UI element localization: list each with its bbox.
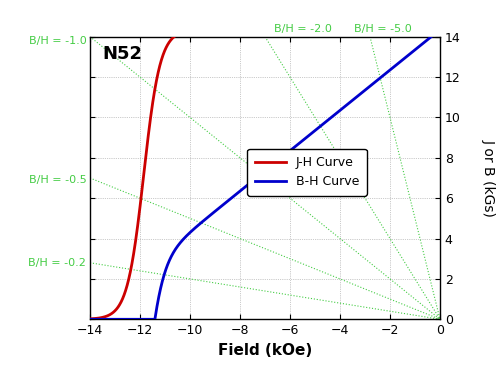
Text: N52: N52 <box>102 45 142 63</box>
B-H Curve <box>87 317 93 321</box>
J-H Curve <box>148 115 154 119</box>
J-H Curve <box>127 272 133 276</box>
Text: B/H = -0.2: B/H = -0.2 <box>28 258 86 268</box>
Text: B/H = -5.0: B/H = -5.0 <box>354 24 412 34</box>
B-H Curve <box>236 189 242 194</box>
Text: B/H = -0.5: B/H = -0.5 <box>28 175 86 185</box>
B-H Curve <box>127 317 133 321</box>
B-H Curve <box>148 317 154 321</box>
Text: B/H = -2.0: B/H = -2.0 <box>274 24 332 34</box>
X-axis label: Field (kOe): Field (kOe) <box>218 343 312 358</box>
J-H Curve <box>392 28 398 32</box>
Line: B-H Curve: B-H Curve <box>90 30 440 319</box>
J-H Curve <box>430 28 436 32</box>
B-H Curve <box>221 202 227 206</box>
J-H Curve <box>221 28 227 32</box>
B-H Curve <box>430 33 436 37</box>
Text: B/H = -1.0: B/H = -1.0 <box>28 36 86 46</box>
B-H Curve <box>437 28 443 32</box>
J-H Curve <box>236 28 242 32</box>
J-H Curve <box>87 317 93 321</box>
Line: J-H Curve: J-H Curve <box>90 30 440 319</box>
Legend: J-H Curve, B-H Curve: J-H Curve, B-H Curve <box>247 149 367 196</box>
J-H Curve <box>434 28 440 32</box>
B-H Curve <box>392 63 398 68</box>
J-H Curve <box>437 28 443 32</box>
Y-axis label: J or B (kGs): J or B (kGs) <box>482 139 496 217</box>
